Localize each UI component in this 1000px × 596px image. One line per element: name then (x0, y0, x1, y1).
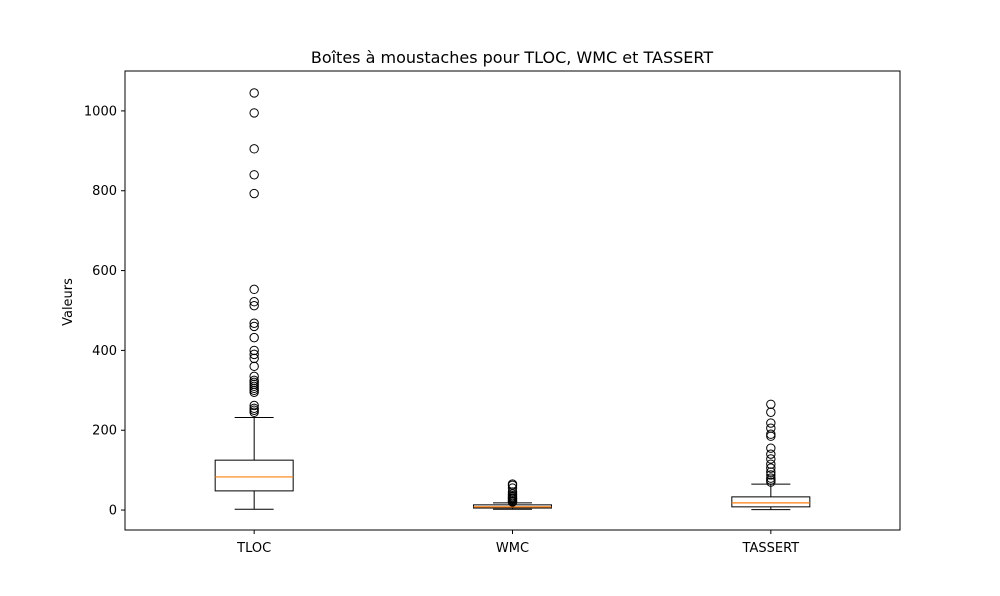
outlier-point (507, 479, 518, 489)
outlier-point (507, 483, 518, 493)
iqr-box (214, 459, 294, 492)
outlier-point (766, 431, 776, 441)
outlier-point (249, 403, 259, 413)
y-tick-label: 400 (92, 344, 117, 359)
y-axis-label: Valeurs (61, 278, 76, 326)
y-axis: 0 200 400 600 800 1000 (84, 104, 125, 519)
outlier-point (249, 284, 259, 295)
outlier-point (766, 429, 776, 439)
outlier-point (249, 170, 259, 180)
outlier-point (249, 405, 259, 415)
plot-frame (124, 70, 901, 531)
outlier-point (249, 188, 259, 199)
outlier-point (766, 470, 776, 480)
outlier-point (249, 349, 259, 360)
outlier-point (766, 423, 776, 433)
outlier-point (249, 361, 259, 372)
outlier-point (766, 473, 776, 483)
outlier-point (249, 321, 259, 332)
x-tick-label: WMC (496, 541, 529, 556)
outlier-point (766, 454, 776, 464)
box-tloc (214, 88, 294, 510)
outlier-point (249, 108, 259, 118)
outlier-point (766, 399, 776, 409)
outlier-point (249, 300, 259, 311)
outlier-point (766, 443, 776, 453)
outlier-point (249, 318, 259, 328)
y-tick-label: 200 (92, 424, 117, 439)
outlier-point (249, 296, 259, 307)
outlier-point (249, 88, 259, 98)
outlier-point (249, 371, 259, 382)
chart-title: Boîtes à moustaches pour TLOC, WMC et TA… (311, 48, 714, 67)
outlier-point (766, 407, 776, 417)
y-tick-label: 600 (92, 264, 117, 279)
outlier-point (249, 345, 259, 356)
x-tick-label: TASSERT (742, 541, 800, 556)
y-tick-label: 800 (92, 184, 117, 199)
outlier-point (249, 375, 259, 386)
x-axis: TLOC WMC TASSERT (236, 530, 799, 556)
y-tick-label: 1000 (84, 104, 117, 119)
x-tick-label: TLOC (236, 541, 271, 556)
outlier-point (249, 332, 259, 343)
outlier-point (766, 449, 776, 459)
outlier-point (249, 144, 259, 154)
plot-area (124, 70, 901, 531)
box-wmc (473, 479, 552, 510)
outlier-point (766, 463, 776, 473)
outlier-point (766, 418, 776, 428)
y-tick-label: 0 (109, 504, 117, 519)
outlier-point (766, 459, 776, 469)
iqr-box (731, 496, 811, 508)
box-tassert (731, 399, 811, 511)
outlier-point (249, 400, 259, 411)
